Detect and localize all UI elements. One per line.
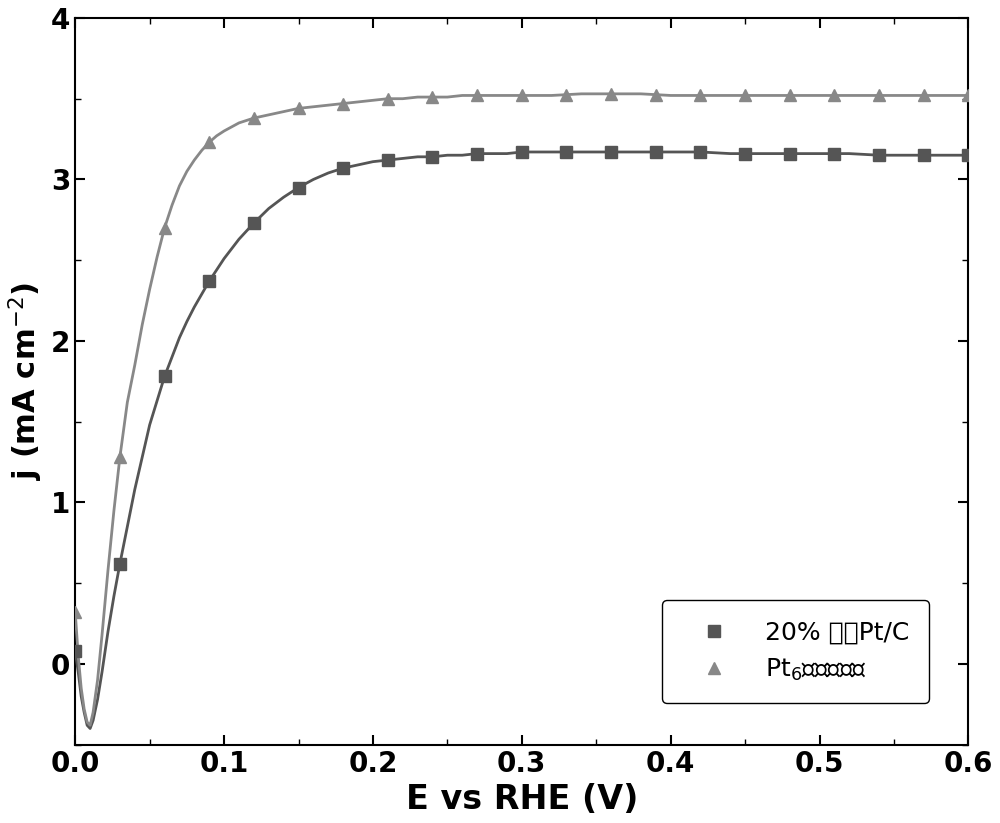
- Pt$_6$亚纳米团簇: [739, 91, 751, 100]
- Pt$_6$亚纳米团簇: [293, 104, 305, 114]
- Pt$_6$亚纳米团簇: [69, 607, 81, 617]
- Legend: 20% 商业Pt/C, Pt$_6$亚纳米团簇: 20% 商业Pt/C, Pt$_6$亚纳米团簇: [662, 600, 929, 703]
- 20% 商业Pt/C: [560, 147, 572, 157]
- Pt$_6$亚纳米团簇: [471, 91, 483, 100]
- Pt$_6$亚纳米团簇: [426, 92, 438, 102]
- 20% 商业Pt/C: [784, 149, 796, 159]
- 20% 商业Pt/C: [650, 147, 662, 157]
- 20% 商业Pt/C: [873, 151, 885, 160]
- 20% 商业Pt/C: [159, 371, 171, 381]
- 20% 商业Pt/C: [69, 646, 81, 656]
- Pt$_6$亚纳米团簇: [873, 91, 885, 100]
- Pt$_6$亚纳米团簇: [337, 99, 349, 109]
- 20% 商业Pt/C: [918, 151, 930, 160]
- Pt$_6$亚纳米团簇: [248, 113, 260, 123]
- 20% 商业Pt/C: [471, 149, 483, 159]
- 20% 商业Pt/C: [382, 155, 394, 165]
- Pt$_6$亚纳米团簇: [918, 91, 930, 100]
- Line: Pt$_6$亚纳米团簇: Pt$_6$亚纳米团簇: [70, 88, 974, 618]
- Pt$_6$亚纳米团簇: [203, 137, 215, 147]
- Pt$_6$亚纳米团簇: [828, 91, 840, 100]
- Pt$_6$亚纳米团簇: [694, 91, 706, 100]
- 20% 商业Pt/C: [605, 147, 617, 157]
- Pt$_6$亚纳米团簇: [962, 91, 974, 100]
- Pt$_6$亚纳米团簇: [560, 90, 572, 100]
- 20% 商业Pt/C: [248, 218, 260, 228]
- Pt$_6$亚纳米团簇: [516, 91, 528, 100]
- 20% 商业Pt/C: [516, 147, 528, 157]
- Line: 20% 商业Pt/C: 20% 商业Pt/C: [70, 146, 974, 657]
- Pt$_6$亚纳米团簇: [650, 90, 662, 100]
- 20% 商业Pt/C: [828, 149, 840, 159]
- 20% 商业Pt/C: [114, 559, 126, 569]
- 20% 商业Pt/C: [337, 163, 349, 173]
- Pt$_6$亚纳米团簇: [114, 453, 126, 463]
- Pt$_6$亚纳米团簇: [159, 223, 171, 233]
- 20% 商业Pt/C: [293, 183, 305, 193]
- Pt$_6$亚纳米团簇: [784, 91, 796, 100]
- 20% 商业Pt/C: [203, 277, 215, 286]
- 20% 商业Pt/C: [962, 151, 974, 160]
- Pt$_6$亚纳米团簇: [382, 94, 394, 104]
- 20% 商业Pt/C: [694, 147, 706, 157]
- 20% 商业Pt/C: [426, 152, 438, 162]
- 20% 商业Pt/C: [739, 149, 751, 159]
- Pt$_6$亚纳米团簇: [605, 89, 617, 99]
- X-axis label: E vs RHE (V): E vs RHE (V): [406, 783, 638, 816]
- Y-axis label: j (mA cm$^{-2}$): j (mA cm$^{-2}$): [7, 282, 45, 480]
